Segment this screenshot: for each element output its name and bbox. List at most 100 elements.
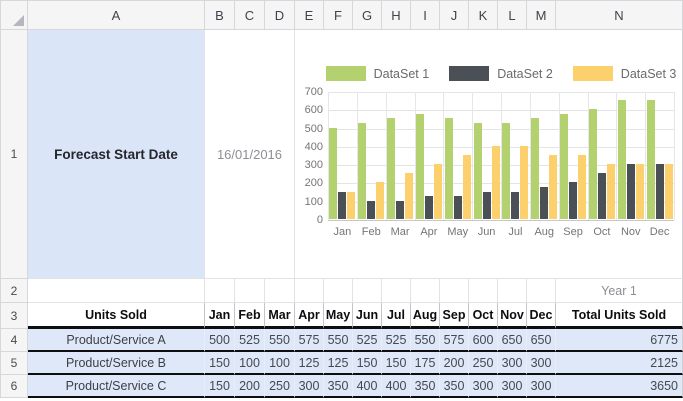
table-header-month-feb[interactable]: Feb	[235, 303, 265, 329]
row-header-6[interactable]: 6	[0, 375, 28, 398]
table-cell-value[interactable]: 525	[382, 329, 411, 352]
cell-forecast-start-date[interactable]: Forecast Start Date	[28, 30, 205, 279]
table-cell-value[interactable]: 250	[469, 352, 498, 375]
table-cell-value[interactable]: 550	[324, 329, 353, 352]
cell-empty[interactable]	[469, 279, 498, 303]
table-cell-value[interactable]: 550	[411, 329, 440, 352]
table-header-month-sep[interactable]: Sep	[440, 303, 469, 329]
cell-year-label[interactable]: Year 1	[556, 279, 683, 303]
table-cell-value[interactable]: 300	[295, 375, 324, 398]
table-header-month-jun[interactable]: Jun	[353, 303, 382, 329]
table-row-label[interactable]: Product/Service A	[28, 329, 205, 352]
table-cell-value[interactable]: 150	[205, 375, 235, 398]
column-header-j[interactable]: J	[440, 0, 469, 30]
table-header-month-dec[interactable]: Dec	[527, 303, 556, 329]
table-header-total-units-sold[interactable]: Total Units Sold	[556, 303, 683, 329]
table-cell-value[interactable]: 200	[440, 352, 469, 375]
table-cell-value[interactable]: 300	[498, 375, 527, 398]
table-cell-value[interactable]: 100	[265, 352, 295, 375]
table-cell-value[interactable]: 350	[411, 375, 440, 398]
table-cell-value[interactable]: 200	[235, 375, 265, 398]
cell-empty[interactable]	[440, 279, 469, 303]
table-header-month-jul[interactable]: Jul	[382, 303, 411, 329]
row-header-4[interactable]: 4	[0, 329, 28, 352]
table-cell-value[interactable]: 575	[440, 329, 469, 352]
column-header-f[interactable]: F	[324, 0, 353, 30]
table-cell-value[interactable]: 150	[353, 352, 382, 375]
table-cell-total[interactable]: 3650	[556, 375, 683, 398]
table-cell-value[interactable]: 550	[265, 329, 295, 352]
table-header-month-oct[interactable]: Oct	[469, 303, 498, 329]
embedded-bar-chart[interactable]: DataSet 1 DataSet 2 DataSet 3 0 100 200 300 40…	[295, 30, 682, 278]
table-cell-value[interactable]: 150	[382, 352, 411, 375]
table-cell-value[interactable]: 100	[235, 352, 265, 375]
column-header-e[interactable]: E	[295, 0, 324, 30]
table-row-label[interactable]: Product/Service C	[28, 375, 205, 398]
table-cell-value[interactable]: 150	[205, 352, 235, 375]
column-header-g[interactable]: G	[353, 0, 382, 30]
table-header-month-apr[interactable]: Apr	[295, 303, 324, 329]
table-cell-total[interactable]: 6775	[556, 329, 683, 352]
chart-bar	[347, 191, 356, 219]
row-header-1[interactable]: 1	[0, 30, 28, 279]
table-header-units-sold[interactable]: Units Sold	[28, 303, 205, 329]
table-cell-value[interactable]: 400	[382, 375, 411, 398]
cell-empty[interactable]	[353, 279, 382, 303]
table-cell-value[interactable]: 600	[469, 329, 498, 352]
table-cell-value[interactable]: 575	[295, 329, 324, 352]
column-header-h[interactable]: H	[382, 0, 411, 30]
chart-bar	[453, 196, 462, 219]
chart-bar	[462, 155, 471, 219]
cell-empty[interactable]	[498, 279, 527, 303]
table-header-month-jan[interactable]: Jan	[205, 303, 235, 329]
column-header-c[interactable]: C	[235, 0, 265, 30]
table-cell-value[interactable]: 525	[235, 329, 265, 352]
select-all-corner[interactable]	[0, 0, 28, 30]
table-cell-value[interactable]: 300	[469, 375, 498, 398]
table-cell-value[interactable]: 350	[324, 375, 353, 398]
row-header-2[interactable]: 2	[0, 279, 28, 303]
table-cell-value[interactable]: 525	[353, 329, 382, 352]
table-cell-value[interactable]: 250	[265, 375, 295, 398]
table-cell-total[interactable]: 2125	[556, 352, 683, 375]
column-header-m[interactable]: M	[527, 0, 556, 30]
cell-empty[interactable]	[265, 279, 295, 303]
column-header-i[interactable]: I	[411, 0, 440, 30]
table-cell-value[interactable]: 300	[498, 352, 527, 375]
column-header-a[interactable]: A	[28, 0, 205, 30]
table-cell-value[interactable]: 650	[498, 329, 527, 352]
table-cell-value[interactable]: 125	[324, 352, 353, 375]
table-cell-value[interactable]: 650	[527, 329, 556, 352]
column-header-b[interactable]: B	[205, 0, 235, 30]
table-cell-value[interactable]: 300	[527, 375, 556, 398]
column-header-k[interactable]: K	[469, 0, 498, 30]
column-header-d[interactable]: D	[265, 0, 295, 30]
chart-bar	[560, 113, 569, 219]
table-cell-value[interactable]: 500	[205, 329, 235, 352]
table-cell-value[interactable]: 175	[411, 352, 440, 375]
chart-bar	[433, 164, 442, 219]
cell-empty-a2[interactable]	[28, 279, 205, 303]
cell-empty[interactable]	[205, 279, 235, 303]
row-header-3[interactable]: 3	[0, 303, 28, 329]
cell-empty[interactable]	[235, 279, 265, 303]
table-cell-value[interactable]: 350	[440, 375, 469, 398]
cell-empty[interactable]	[411, 279, 440, 303]
cell-empty[interactable]	[324, 279, 353, 303]
table-header-month-may[interactable]: May	[324, 303, 353, 329]
table-header-month-mar[interactable]: Mar	[265, 303, 295, 329]
table-header-month-aug[interactable]: Aug	[411, 303, 440, 329]
table-cell-value[interactable]: 300	[527, 352, 556, 375]
chart-bar	[635, 164, 644, 219]
column-header-l[interactable]: L	[498, 0, 527, 30]
cell-forecast-date-value[interactable]: 16/01/2016	[205, 30, 295, 279]
cell-empty[interactable]	[295, 279, 324, 303]
cell-empty[interactable]	[382, 279, 411, 303]
table-cell-value[interactable]: 400	[353, 375, 382, 398]
table-row-label[interactable]: Product/Service B	[28, 352, 205, 375]
row-header-5[interactable]: 5	[0, 352, 28, 375]
column-header-n[interactable]: N	[556, 0, 683, 30]
cell-empty[interactable]	[527, 279, 556, 303]
table-cell-value[interactable]: 125	[295, 352, 324, 375]
table-header-month-nov[interactable]: Nov	[498, 303, 527, 329]
